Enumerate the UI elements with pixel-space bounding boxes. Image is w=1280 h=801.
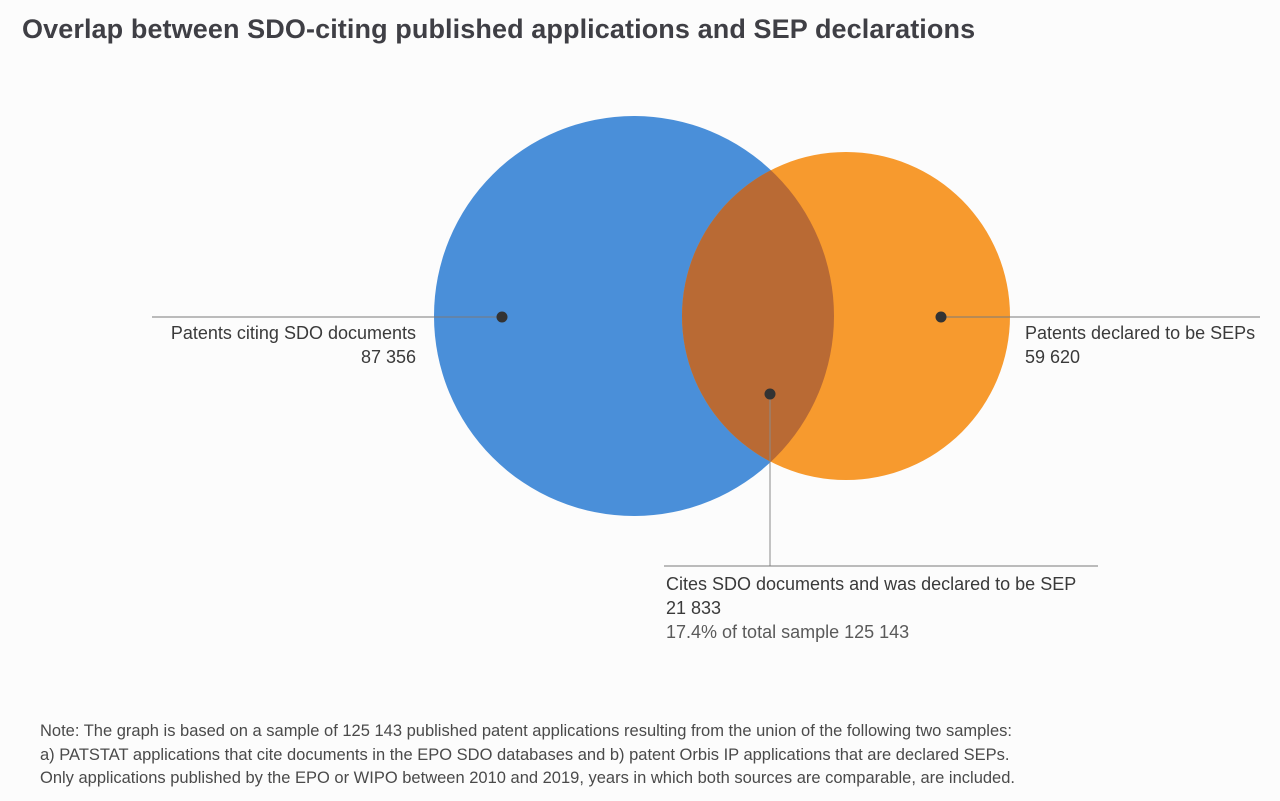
footnote: Note: The graph is based on a sample of … bbox=[40, 720, 1015, 791]
sdo-citing-name: Patents citing SDO documents bbox=[170, 323, 416, 343]
overlap-share: 17.4% of total sample 125 143 bbox=[666, 622, 910, 642]
sdo-citing-label: Patents citing SDO documents 87 356 bbox=[171, 321, 416, 369]
overlap-label: Cites SDO documents and was declared to … bbox=[666, 572, 1076, 644]
footnote-line: Note: The graph is based on a sample of … bbox=[40, 722, 1012, 740]
overlap-region bbox=[682, 152, 834, 480]
overlap-value: 21 833 bbox=[666, 598, 722, 618]
sep-declared-label: Patents declared to be SEPs 59 620 bbox=[1025, 321, 1255, 369]
overlap-name: Cites SDO documents and was declared to … bbox=[666, 574, 1077, 594]
footnote-line: a) PATSTAT applications that cite docume… bbox=[40, 745, 1010, 764]
left-marker-dot bbox=[496, 311, 508, 323]
footnote-line: Only applications published by the EPO o… bbox=[40, 769, 1015, 787]
chart-title: Overlap between SDO-citing published app… bbox=[22, 14, 976, 44]
sep-declared-value: 59 620 bbox=[1025, 347, 1081, 367]
sdo-citing-value: 87 356 bbox=[360, 347, 416, 367]
right-marker-dot bbox=[935, 311, 947, 323]
center-marker-dot bbox=[764, 388, 776, 400]
sep-declared-name: Patents declared to be SEPs bbox=[1025, 323, 1256, 343]
